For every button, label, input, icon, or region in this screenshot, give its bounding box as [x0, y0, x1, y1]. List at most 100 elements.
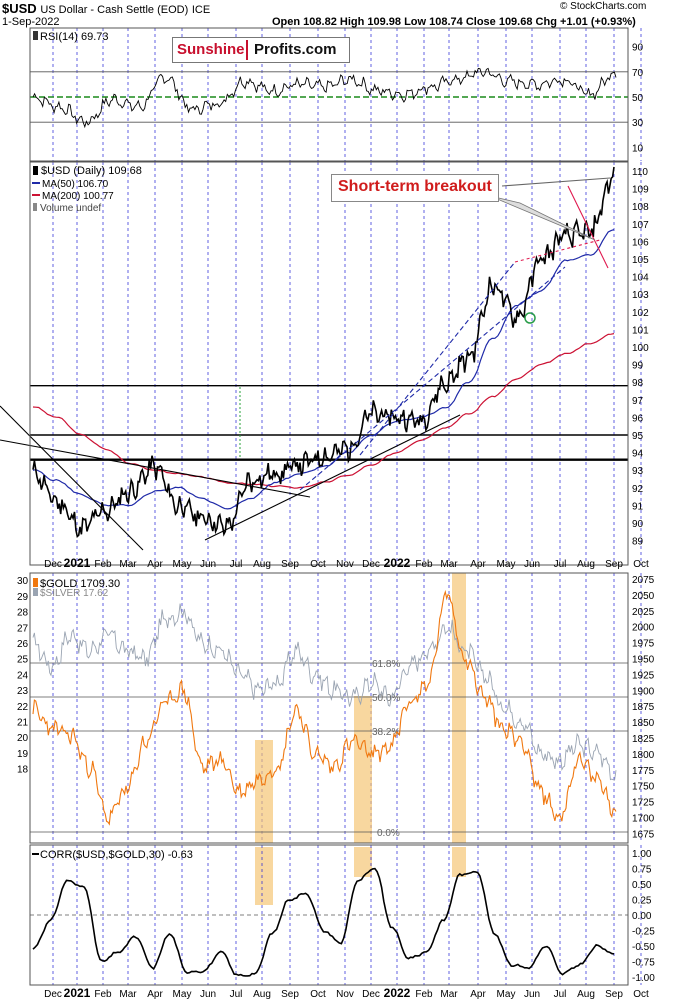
- usd-price-line: [32, 166, 615, 539]
- gold-tick-label: 2075: [632, 575, 655, 586]
- usd-tick-label: 107: [632, 220, 649, 231]
- silver-tick-label: 20: [17, 733, 29, 744]
- uptrend-line: [204, 414, 461, 541]
- fib-label-618: 61.8%: [372, 659, 400, 670]
- month-label-corr: Jul: [230, 989, 243, 1000]
- downtrend-line: [0, 439, 311, 498]
- rsi-tick-label: 10: [632, 143, 644, 154]
- silver-tick-label: 18: [17, 765, 29, 776]
- usd-tick-label: 108: [632, 202, 649, 213]
- fib-label-382: 38.2%: [372, 727, 400, 738]
- usd-tick-label: 100: [632, 343, 649, 354]
- month-label-usd: 2022: [384, 556, 411, 570]
- gold-tick-label: 2000: [632, 623, 655, 634]
- month-label-corr: Feb: [94, 989, 112, 1000]
- usd-tick-label: 94: [632, 449, 644, 460]
- red-dashed-line: [514, 239, 601, 263]
- silver-legend-swatch: [33, 588, 38, 596]
- month-label-usd: Jul: [230, 559, 243, 570]
- gold-tick-label: 1875: [632, 702, 655, 713]
- highlight-band: [255, 847, 273, 905]
- usd-tick-label: 102: [632, 308, 649, 319]
- rsi-tick-label: 90: [632, 43, 644, 54]
- month-label-corr: Sep: [281, 989, 299, 1000]
- corr-tick-label: 0.00: [632, 911, 652, 922]
- usd-legend-swatch: [33, 166, 38, 175]
- month-label-corr: Mar: [440, 989, 458, 1000]
- callout-text: Short-term breakout: [338, 178, 492, 195]
- gold-tick-label: 1825: [632, 734, 655, 745]
- month-label-usd: Jun: [524, 559, 540, 570]
- month-label-corr: Sep: [605, 989, 623, 1000]
- ticker-name: US Dollar - Cash Settle (EOD): [40, 4, 189, 16]
- corr-label: CORR($USD,$GOLD,30) -0.63: [40, 849, 193, 861]
- gold-tick-label: 1975: [632, 639, 655, 650]
- rsi-tick-label: 30: [632, 118, 644, 129]
- month-label-corr: Mar: [119, 989, 137, 1000]
- blue-dashed-channel: [299, 266, 566, 491]
- highlight-band: [255, 740, 273, 843]
- usd-tick-label: 103: [632, 290, 649, 301]
- short-term-breakout-callout: Short-term breakout: [331, 174, 499, 202]
- gold-tick-label: 1725: [632, 798, 655, 809]
- copyright: © StockCharts.com: [560, 1, 647, 12]
- month-label-corr: 2021: [64, 986, 91, 1000]
- month-label-usd: Jul: [554, 559, 567, 570]
- month-label-corr: Aug: [253, 989, 271, 1000]
- corr-tick-label: 0.75: [632, 865, 652, 876]
- usd-tick-label: 98: [632, 378, 644, 389]
- volume-legend: Volume undef: [40, 203, 101, 214]
- silver-tick-label: 24: [17, 670, 29, 681]
- month-label-usd: Feb: [415, 559, 433, 570]
- corr-line: [32, 867, 615, 977]
- ticker-symbol: $USD: [2, 1, 37, 16]
- ohlc-summary: Open 108.82 High 109.98 Low 108.74 Close…: [272, 16, 636, 28]
- highlight-band: [452, 573, 466, 843]
- red-trendline: [567, 185, 609, 269]
- gold-legend: $GOLD 1709.30: [40, 578, 120, 590]
- highlight-band: [354, 696, 372, 843]
- usd-tick-label: 99: [632, 361, 644, 372]
- silver-line: [32, 603, 617, 781]
- gold-tick-label: 1750: [632, 782, 655, 793]
- ticker-title: $USD US Dollar - Cash Settle (EOD) ICE: [2, 1, 210, 16]
- usd-panel-frame: [29, 161, 629, 566]
- silver-tick-label: 28: [17, 608, 29, 619]
- highlight-band: [354, 847, 372, 877]
- highlight-band: [452, 847, 466, 877]
- silver-tick-label: 19: [17, 749, 29, 760]
- month-label-usd: May: [497, 559, 516, 570]
- silver-legend: $SILVER 17.62: [40, 588, 109, 599]
- callout-pointer: [501, 177, 611, 187]
- corr-tick-label: -0.75: [632, 958, 655, 969]
- ma200-line: [32, 333, 615, 489]
- month-label-usd: Mar: [119, 559, 137, 570]
- silver-tick-label: 21: [17, 717, 29, 728]
- usd-tick-label: 96: [632, 413, 644, 424]
- corr-tick-label: -1.00: [632, 973, 655, 984]
- rsi-line: [32, 67, 617, 129]
- month-label-corr: Feb: [415, 989, 433, 1000]
- usd-tick-label: 104: [632, 273, 649, 284]
- month-label-corr: 2022: [384, 986, 411, 1000]
- ticker-exchange: ICE: [191, 4, 211, 16]
- month-label-usd: Sep: [605, 559, 623, 570]
- support-circle: [524, 312, 536, 324]
- month-label-usd: Sep: [281, 559, 299, 570]
- month-label-corr: Oct: [633, 989, 649, 1000]
- month-label-corr: Jun: [200, 989, 216, 1000]
- usd-tick-label: 105: [632, 255, 649, 266]
- gold-tick-label: 1925: [632, 670, 655, 681]
- usd-tick-label: 90: [632, 519, 644, 530]
- silver-tick-label: 27: [17, 623, 29, 634]
- month-label-corr: Oct: [310, 989, 326, 1000]
- rsi-tick-label: 50: [632, 93, 644, 104]
- month-label-corr: May: [173, 989, 192, 1000]
- gold-legend-swatch: [33, 578, 38, 587]
- volume-legend-swatch: [33, 203, 37, 211]
- corr-tick-label: -0.50: [632, 942, 655, 953]
- gold-tick-label: 2050: [632, 591, 655, 602]
- gold-panel-frame: [29, 572, 629, 844]
- month-label-usd: Feb: [94, 559, 112, 570]
